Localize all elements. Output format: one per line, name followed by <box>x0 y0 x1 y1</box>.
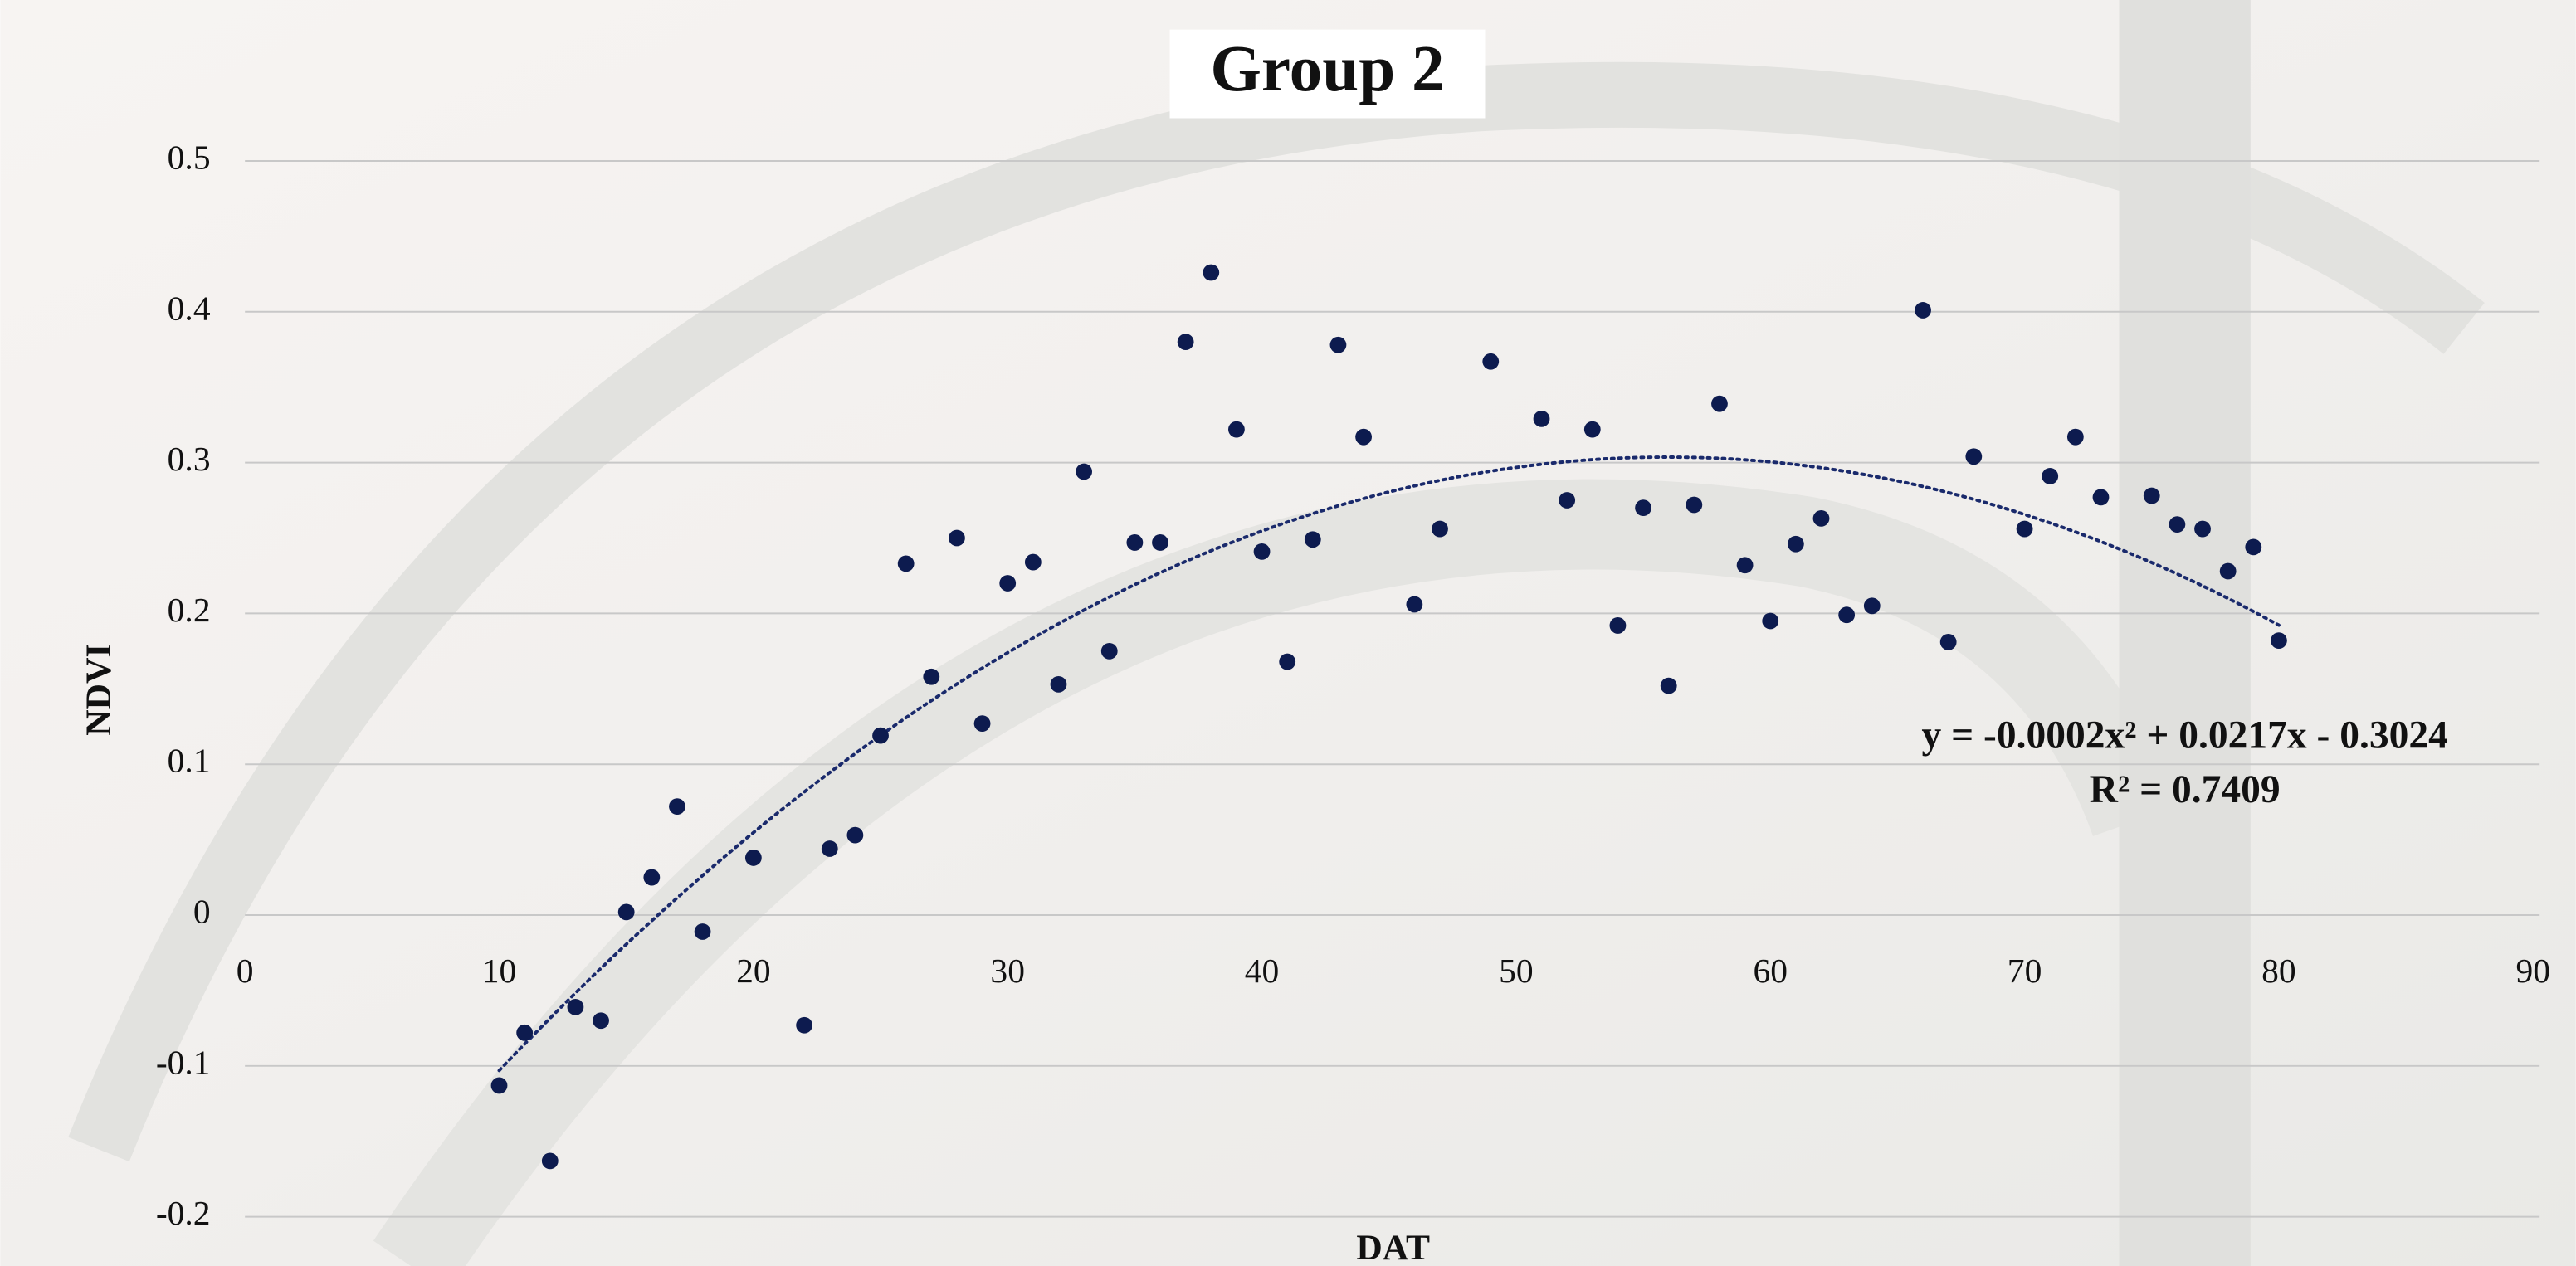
data-point <box>2194 521 2211 538</box>
data-point <box>2017 521 2033 538</box>
y-tick-label: -0.2 <box>156 1194 211 1232</box>
data-point <box>618 903 635 920</box>
data-point <box>1940 634 1957 650</box>
data-point <box>2042 468 2058 484</box>
y-tick-label: 0.3 <box>168 440 211 478</box>
data-point <box>1305 531 1321 548</box>
data-point <box>2144 488 2160 504</box>
data-point <box>1254 543 1271 560</box>
data-point <box>1126 534 1143 551</box>
x-tick-label: 90 <box>2515 952 2550 990</box>
equation-label: y = -0.0002x² + 0.0217x - 0.3024 <box>1921 714 2447 757</box>
data-point <box>669 798 685 815</box>
x-tick-label: 30 <box>990 952 1025 990</box>
y-tick-label: 0.1 <box>168 742 211 780</box>
data-point <box>593 1012 609 1029</box>
data-point <box>1203 265 1219 281</box>
data-point <box>643 869 660 886</box>
data-point <box>1661 678 1677 694</box>
data-point <box>695 923 711 940</box>
data-point <box>1635 499 1651 516</box>
y-tick-label: 0.4 <box>168 289 211 327</box>
y-tick-label: 0.2 <box>168 591 211 629</box>
data-point <box>1965 448 1982 465</box>
data-point <box>2245 538 2261 555</box>
y-axis-title: NDVI <box>79 644 119 736</box>
data-point <box>1482 353 1499 370</box>
data-point <box>1355 429 1372 446</box>
data-point <box>796 1017 812 1034</box>
x-tick-label: 10 <box>482 952 517 990</box>
x-axis-title: DAT <box>1356 1228 1430 1266</box>
data-point <box>1076 464 1092 480</box>
background-decoration <box>2119 0 2250 1266</box>
page: Group 2 DAT NDVI y = -0.0002x² + 0.0217x… <box>0 0 2576 1266</box>
data-point <box>949 530 965 547</box>
data-point <box>2169 516 2185 533</box>
data-point <box>898 555 915 572</box>
data-point <box>1915 302 1931 319</box>
data-point <box>1432 521 1448 538</box>
x-tick-label: 40 <box>1245 952 1280 990</box>
x-tick-label: 60 <box>1753 952 1788 990</box>
data-point <box>822 840 838 857</box>
data-point <box>1610 617 1627 634</box>
y-tick-label: 0.5 <box>168 138 211 176</box>
data-point <box>1711 396 1728 412</box>
data-point <box>2093 489 2110 506</box>
data-point <box>2220 563 2237 580</box>
data-point <box>1737 557 1754 573</box>
data-point <box>872 728 889 744</box>
chart: Group 2 DAT NDVI y = -0.0002x² + 0.0217x… <box>0 0 2576 1266</box>
data-point <box>2067 429 2084 446</box>
data-point <box>1406 596 1422 613</box>
x-tick-label: 50 <box>1499 952 1534 990</box>
data-point <box>1152 534 1168 551</box>
data-point <box>1025 554 1042 571</box>
x-tick-label: 0 <box>237 952 254 990</box>
data-point <box>542 1152 559 1169</box>
data-point <box>568 999 584 1015</box>
data-point <box>847 827 864 844</box>
data-point <box>1101 643 1118 660</box>
y-tick-label: -0.1 <box>156 1043 211 1081</box>
data-point <box>1686 497 1702 514</box>
data-point <box>491 1078 508 1094</box>
data-point <box>1051 676 1067 693</box>
data-point <box>1813 510 1830 527</box>
data-point <box>745 850 762 866</box>
data-point <box>1228 421 1245 438</box>
data-point <box>974 715 991 732</box>
r-squared-label: R² = 0.7409 <box>2090 768 2281 811</box>
data-point <box>1559 492 1575 509</box>
x-tick-label: 20 <box>736 952 771 990</box>
y-tick-label: 0 <box>193 893 211 931</box>
x-tick-label: 70 <box>2008 952 2042 990</box>
data-point <box>2271 632 2287 649</box>
data-point <box>1584 421 1601 438</box>
data-point <box>923 669 939 685</box>
data-point <box>1864 597 1881 614</box>
data-point <box>1330 337 1347 353</box>
data-point <box>516 1025 533 1041</box>
data-point <box>1534 411 1550 427</box>
data-point <box>1178 334 1194 350</box>
data-point <box>1838 606 1855 623</box>
data-point <box>1762 613 1778 630</box>
data-point <box>999 575 1016 592</box>
data-point <box>1788 536 1804 553</box>
chart-title: Group 2 <box>1210 32 1444 105</box>
x-tick-label: 80 <box>2261 952 2296 990</box>
data-point <box>1279 654 1295 670</box>
